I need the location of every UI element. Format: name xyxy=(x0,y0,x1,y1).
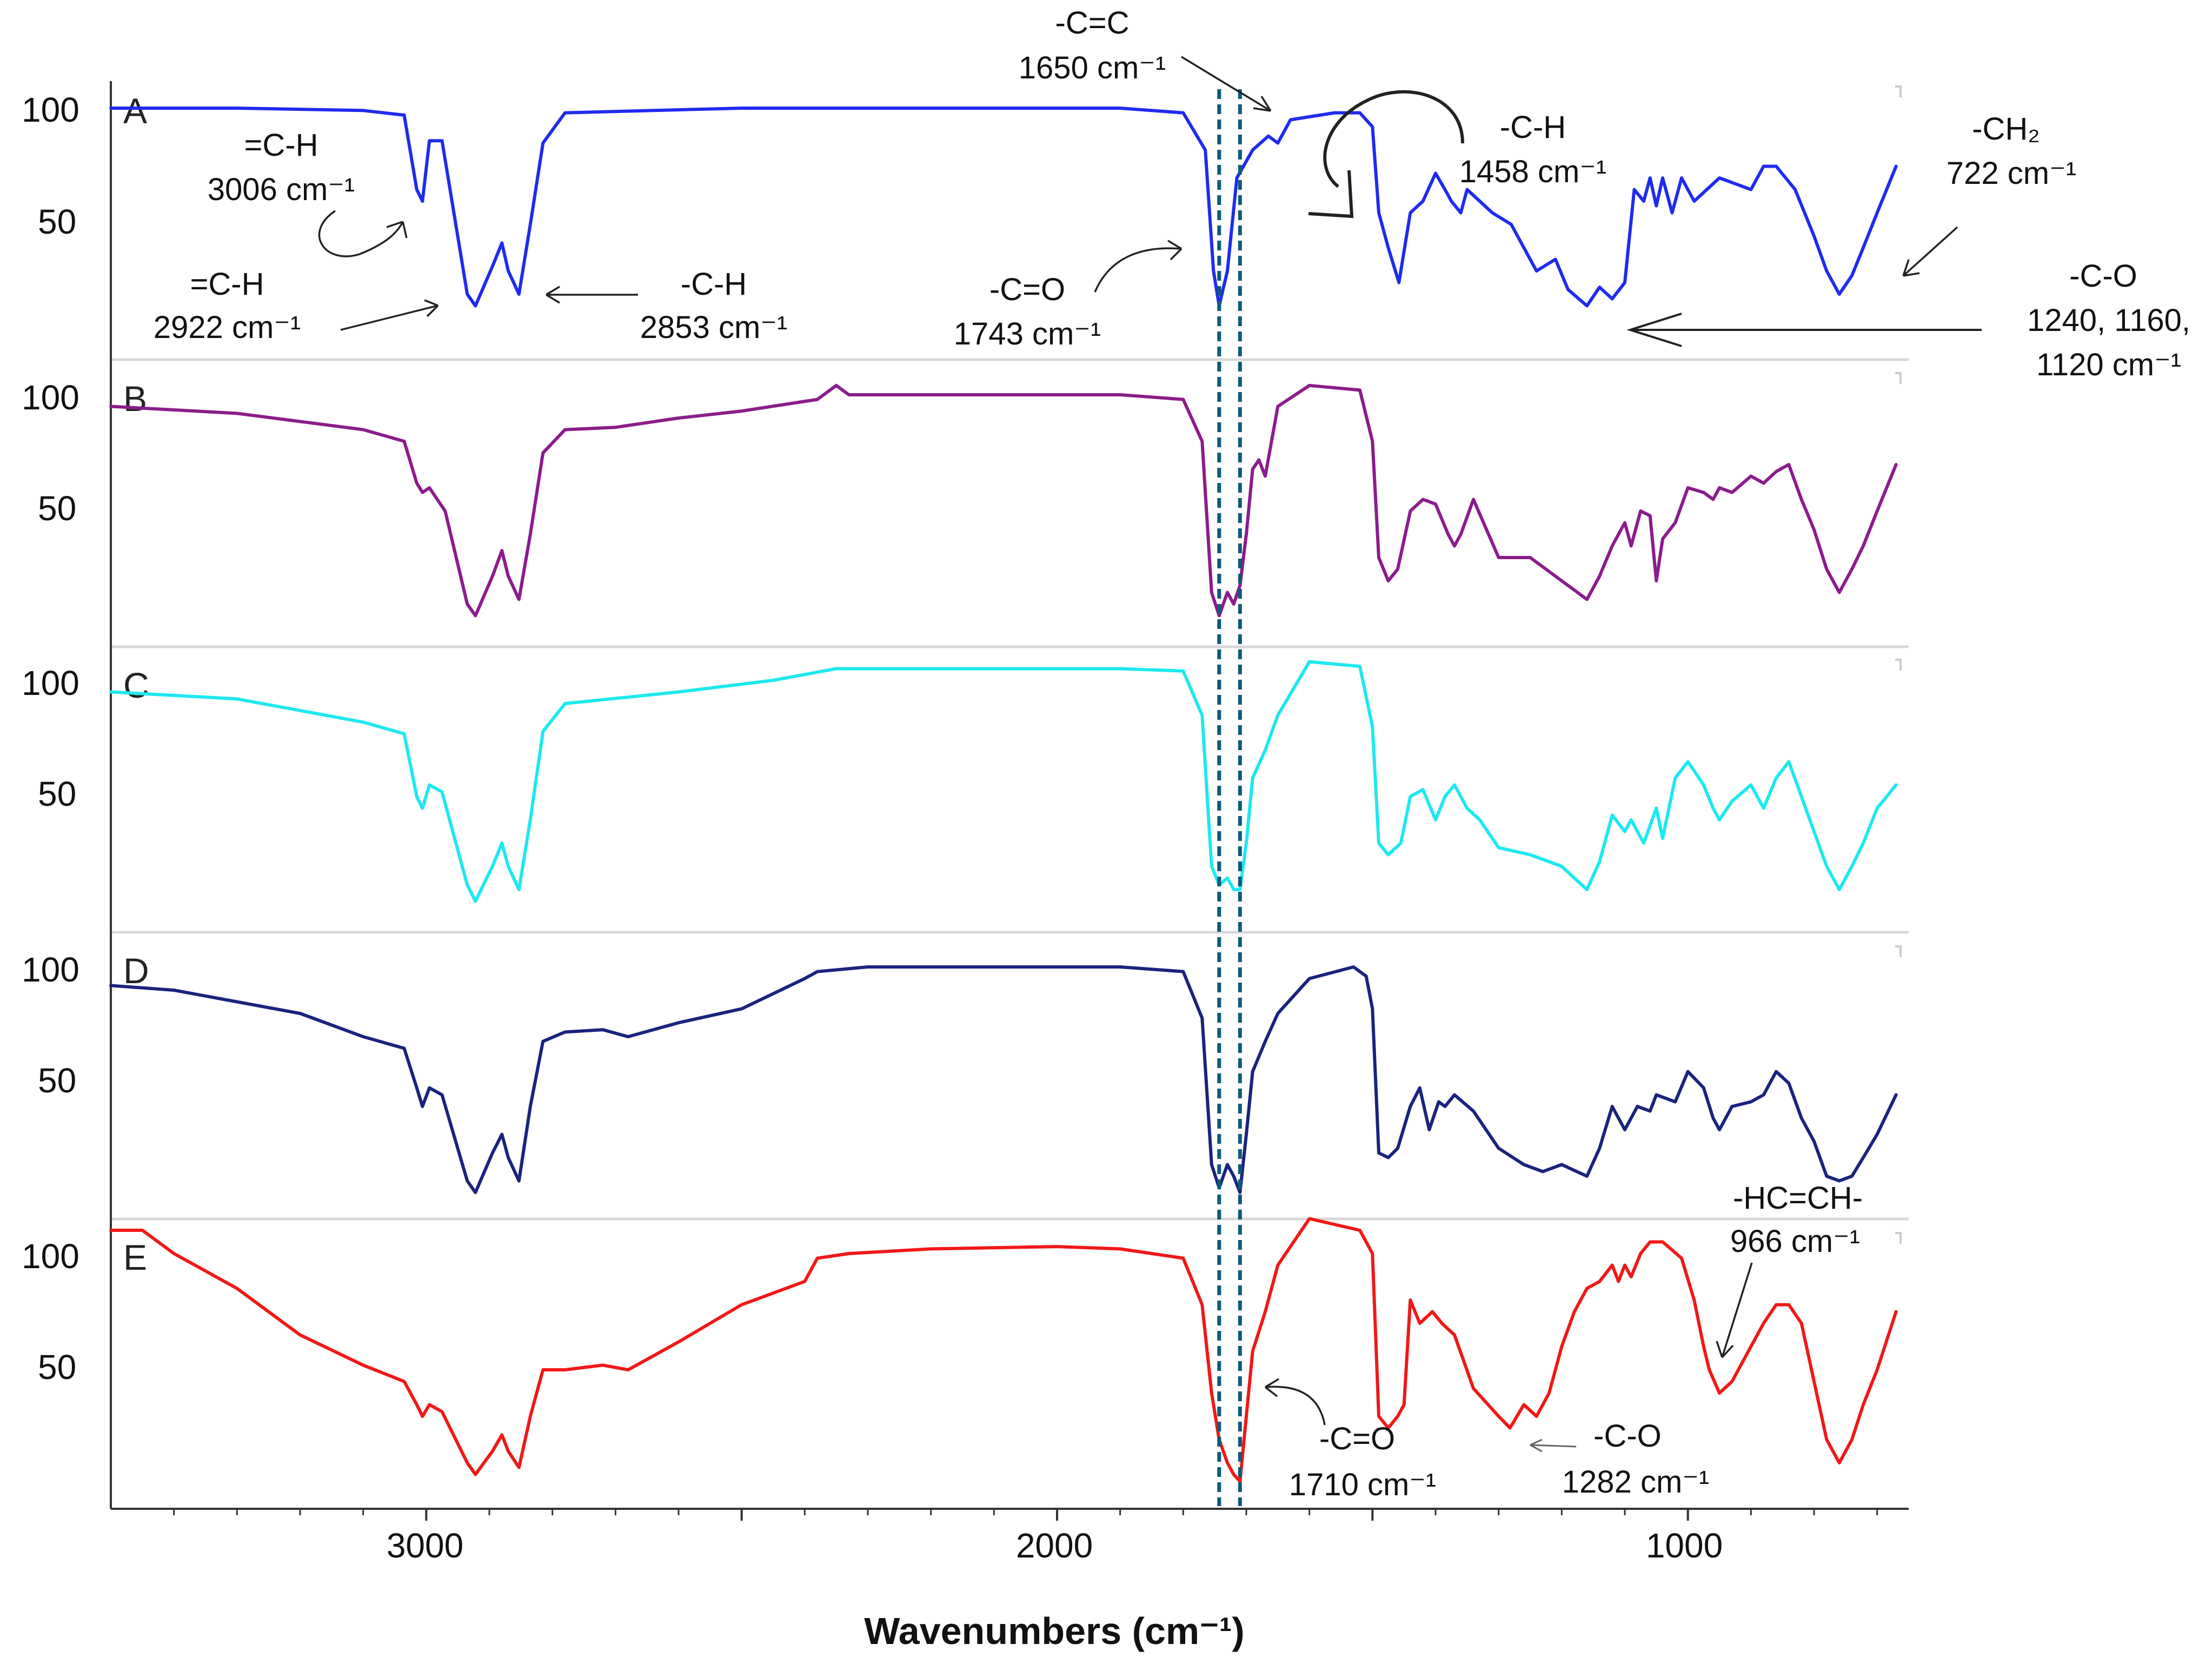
panel-label-d: D xyxy=(123,951,149,991)
annotation-ch2-value: 722 cm⁻¹ xyxy=(1947,156,2076,191)
panel-frames xyxy=(110,81,1909,1510)
y-tick-label: 100 xyxy=(22,950,79,989)
annotation-co-1710-label: -C=O xyxy=(1319,1421,1395,1456)
arrow-1710 xyxy=(1265,1385,1326,1426)
arrow-head xyxy=(424,299,439,317)
panel-label-c: C xyxy=(123,665,149,705)
annotation-ch-2853-value: 2853 cm⁻¹ xyxy=(640,310,787,345)
arrow-head xyxy=(386,221,408,238)
arrow-head xyxy=(1530,1438,1543,1453)
arrow-966 xyxy=(1721,1262,1753,1358)
annotation-ch2-label: -CH₂ xyxy=(1972,111,2040,147)
arrow-1282 xyxy=(1530,1444,1577,1448)
annotation-co-1282-value: 1282 cm⁻¹ xyxy=(1562,1464,1709,1500)
panel-label-a: A xyxy=(123,91,147,131)
spectrum-a-line xyxy=(109,107,1898,308)
spectra xyxy=(109,107,1898,1483)
panel-labels: A B C D E xyxy=(123,91,149,1277)
y-tick-label: 50 xyxy=(38,774,76,813)
curved-arrow-1458 xyxy=(1323,90,1464,188)
x-tick-label-2000: 2000 xyxy=(1016,1526,1093,1565)
arrow-head xyxy=(1716,1341,1734,1358)
y-tick-label: 100 xyxy=(22,378,79,417)
y-tick-label: 50 xyxy=(38,202,76,241)
annotation-cc-label: -C=C xyxy=(1055,5,1130,41)
corner-mark xyxy=(1895,372,1902,384)
arrow-head xyxy=(1902,259,1920,277)
arrow-722 xyxy=(1902,226,1958,277)
annotation-co-1710-value: 1710 cm⁻¹ xyxy=(1289,1467,1436,1502)
spectrum-e-line xyxy=(109,1217,1898,1483)
arrow-head xyxy=(1253,96,1272,112)
arrow-head xyxy=(1308,170,1354,218)
arrow-1650 xyxy=(1181,56,1271,112)
arrow-head xyxy=(1626,313,1682,347)
annotation-ch-1458-label: -C-H xyxy=(1500,110,1566,145)
y-tick-label: 50 xyxy=(38,489,76,528)
arrow-2922 xyxy=(340,304,439,331)
y-tick-label: 100 xyxy=(22,90,79,129)
annotation-cc-value: 1650 cm⁻¹ xyxy=(1019,50,1166,85)
corner-mark xyxy=(1895,945,1902,957)
y-tick-label: 100 xyxy=(22,1237,79,1276)
spectrum-c-line xyxy=(109,660,1898,903)
arrow-3006 xyxy=(318,210,404,257)
annotation-co-1282-label: -C-O xyxy=(1593,1418,1662,1454)
y-tick-labels: 100 50 100 50 100 50 100 50 100 50 xyxy=(22,90,79,1387)
panel-label-b: B xyxy=(123,379,147,419)
corner-mark xyxy=(1895,1232,1902,1244)
y-tick-label: 100 xyxy=(22,664,79,702)
x-tick-label-3000: 3000 xyxy=(387,1526,463,1565)
x-major-ticks xyxy=(425,1509,1689,1521)
spectrum-b-line xyxy=(109,383,1898,618)
corner-mark xyxy=(1895,85,1902,97)
annotation-co-a-value-1: 1240, 1160, xyxy=(2027,303,2190,338)
annotation-hccch-value: 966 cm⁻¹ xyxy=(1730,1224,1860,1259)
spectrum-d-line xyxy=(109,965,1898,1195)
x-minor-ticks xyxy=(173,1509,1878,1515)
annotation-hccch-label: -HC=CH- xyxy=(1733,1181,1863,1216)
panel-label-e: E xyxy=(123,1237,147,1277)
annotation-co-a-value-2: 1120 cm⁻¹ xyxy=(2036,347,2181,382)
arrow-1743 xyxy=(1094,247,1182,293)
arrow-head xyxy=(546,286,560,304)
x-tick-labels: 3000 2000 1000 xyxy=(387,1526,1723,1565)
corner-marks xyxy=(1895,85,1902,1244)
corner-mark xyxy=(1895,659,1902,671)
annotation-co-1743-value: 1743 cm⁻¹ xyxy=(954,316,1101,352)
x-tick-label-1000: 1000 xyxy=(1646,1526,1723,1565)
annotation-ch-3006-label: =C-H xyxy=(244,128,318,163)
annotation-ch-3006-value: 3006 cm⁻¹ xyxy=(208,172,355,207)
annotation-co-1743-label: -C=O xyxy=(989,272,1065,307)
x-axis-label: Wavenumbers (cm⁻¹) xyxy=(864,1610,1244,1652)
arrow-head xyxy=(1167,240,1183,261)
y-tick-label: 50 xyxy=(38,1061,76,1100)
annotation-co-a-label: -C-O xyxy=(2069,258,2137,294)
annotation-ch-2922-label: =C-H xyxy=(190,267,264,302)
arrow-head xyxy=(1264,1378,1279,1397)
annotation-ch-2922-value: 2922 cm⁻¹ xyxy=(154,310,301,345)
reference-lines xyxy=(1217,89,1242,1506)
y-tick-label: 50 xyxy=(38,1348,76,1387)
annotation-ch-2853-label: -C-H xyxy=(681,267,747,302)
annotations: -C=C 1650 cm⁻¹ =C-H 3006 cm⁻¹ =C-H 2922 … xyxy=(154,5,2190,1502)
annotation-ch-1458-value: 1458 cm⁻¹ xyxy=(1459,154,1606,189)
